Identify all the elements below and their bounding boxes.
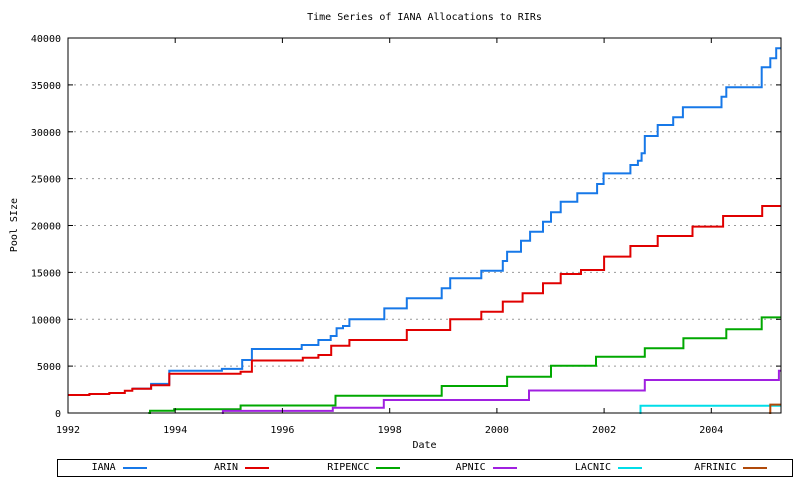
legend-line-sample-iana: [122, 467, 147, 469]
series-line-arin: [68, 205, 781, 396]
legend-line-sample-lacnic: [618, 467, 643, 469]
y-tick-label: 10000: [31, 315, 61, 326]
series-line-apnic: [221, 369, 781, 414]
legend-item-iana: IANA: [58, 463, 180, 473]
legend-item-arin: ARIN: [180, 463, 302, 473]
series-line-ripencc: [148, 316, 781, 414]
legend-item-ripencc: RIPENCC: [303, 463, 425, 473]
legend-label-ripencc: RIPENCC: [327, 462, 370, 473]
x-tick-label: 2002: [592, 425, 616, 436]
x-tick-label: 2004: [699, 425, 723, 436]
y-tick-label: 20000: [31, 222, 61, 233]
legend-label-afrinic: AFRINIC: [694, 462, 737, 473]
y-tick-label: 25000: [31, 175, 61, 186]
x-axis-title: Date: [412, 440, 437, 451]
x-tick-label: 2000: [485, 425, 509, 436]
legend-label-apnic: APNIC: [455, 462, 486, 473]
series-line-lacnic: [639, 404, 781, 414]
x-tick-label: 1998: [378, 425, 402, 436]
y-tick-label: 40000: [31, 34, 61, 45]
x-tick-label: 1994: [163, 425, 187, 436]
legend-label-lacnic: LACNIC: [574, 462, 612, 473]
legend-line-sample-apnic: [492, 467, 517, 469]
legend-item-afrinic: AFRINIC: [670, 463, 792, 473]
legend-item-lacnic: LACNIC: [547, 463, 669, 473]
y-tick-label: 30000: [31, 128, 61, 139]
legend: IANA ARIN RIPENCC APNIC LACNIC AFRINIC: [57, 459, 793, 477]
legend-line-sample-arin: [245, 467, 270, 469]
series-line-iana: [132, 47, 781, 390]
legend-line-sample-afrinic: [743, 467, 768, 469]
chart-title: Time Series of IANA Allocations to RIRs: [307, 12, 542, 23]
legend-item-apnic: APNIC: [425, 463, 547, 473]
y-tick-label: 35000: [31, 81, 61, 92]
legend-label-iana: IANA: [91, 462, 116, 473]
legend-line-sample-ripencc: [376, 467, 401, 469]
y-tick-label: 5000: [37, 362, 61, 373]
x-tick-label: 1992: [56, 425, 80, 436]
legend-label-arin: ARIN: [213, 462, 239, 473]
y-tick-label: 15000: [31, 268, 61, 279]
y-tick-label: 0: [55, 409, 61, 420]
x-tick-label: 1996: [270, 425, 294, 436]
